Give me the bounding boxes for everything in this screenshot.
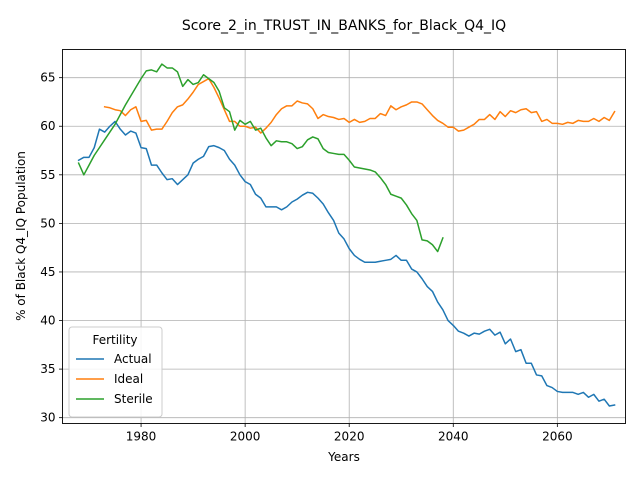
series-line-ideal: [103, 77, 616, 134]
gridlines: [62, 49, 626, 424]
legend-label-ideal: Ideal: [114, 372, 143, 386]
y-tick-label: 55: [40, 168, 55, 182]
y-tick-label: 60: [40, 119, 55, 133]
legend-label-actual: Actual: [114, 352, 152, 366]
y-axis-ticks: 30 35 40 45 50 55 60 65: [40, 71, 63, 425]
series-line-sterile: [77, 63, 444, 253]
x-tick-label: 2060: [542, 430, 573, 444]
x-tick-label: 1980: [126, 430, 157, 444]
legend: Fertility Actual Ideal Sterile: [68, 326, 163, 418]
series-layer: [77, 63, 616, 407]
x-tick-label: 2000: [230, 430, 261, 444]
x-axis-label: Years: [327, 450, 360, 464]
legend-entries: Actual Ideal Sterile: [76, 352, 153, 406]
y-tick-label: 45: [40, 265, 55, 279]
legend-label-sterile: Sterile: [114, 392, 153, 406]
legend-title: Fertility: [92, 333, 137, 347]
y-tick-label: 65: [40, 71, 55, 85]
plot-area-frame: [62, 49, 626, 424]
y-axis-label: % of Black Q4_IQ Population: [14, 151, 28, 321]
x-tick-label: 2020: [334, 430, 365, 444]
y-tick-label: 50: [40, 216, 55, 230]
y-tick-label: 40: [40, 314, 55, 328]
x-axis-ticks: 1980 2000 2020 2040 2060: [126, 423, 573, 444]
legend-box: [68, 326, 163, 418]
series-line-actual: [77, 120, 616, 407]
x-tick-label: 2040: [438, 430, 469, 444]
y-tick-label: 35: [40, 362, 55, 376]
y-tick-label: 30: [40, 411, 55, 425]
chart-title: Score_2_in_TRUST_IN_BANKS_for_Black_Q4_I…: [182, 18, 506, 34]
